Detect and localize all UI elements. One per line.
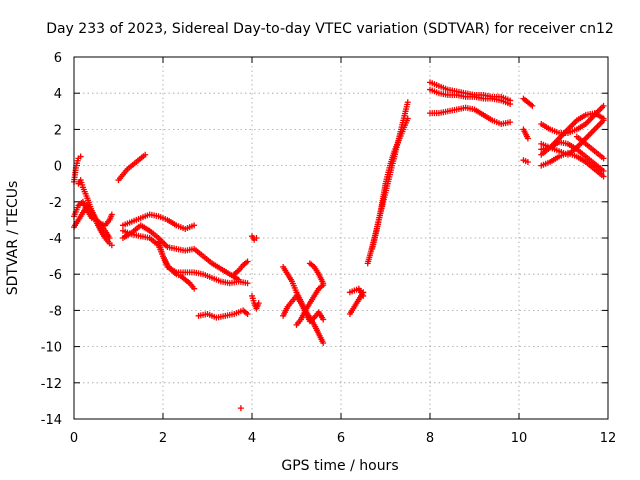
data-point xyxy=(108,211,115,218)
data-point xyxy=(77,153,84,160)
data-point xyxy=(320,316,327,323)
data-point xyxy=(404,115,411,122)
series-e xyxy=(115,151,149,184)
series-v xyxy=(369,115,411,252)
data-point xyxy=(237,405,244,412)
data-point xyxy=(253,235,260,241)
series-af xyxy=(538,139,607,175)
tick-labels: 0 2 4 6 8 10 12 -14 -12 -10 -8 -6 -4 -2 0 2 4 6 xyxy=(41,51,617,446)
y-tick-label: 6 xyxy=(54,51,62,66)
data-point xyxy=(600,168,607,175)
series-i xyxy=(155,238,251,287)
data-point xyxy=(191,285,198,292)
series-q xyxy=(293,282,327,328)
y-tick-label: -4 xyxy=(49,232,62,247)
series-m xyxy=(249,233,260,243)
series-n xyxy=(249,292,262,312)
series-t xyxy=(346,285,367,299)
x-axis-label: GPS time / hours xyxy=(281,458,398,474)
series-ah xyxy=(573,133,607,162)
data-marks xyxy=(71,79,607,412)
series-ab xyxy=(520,157,531,165)
data-point xyxy=(600,155,607,162)
data-point xyxy=(191,222,198,229)
data-point xyxy=(244,280,251,287)
chart-title: Day 233 of 2023, Sidereal Day-to-day VTE… xyxy=(46,21,614,37)
series-d xyxy=(75,177,115,249)
data-point xyxy=(600,173,607,180)
data-point xyxy=(529,102,536,109)
series-x xyxy=(427,86,514,108)
data-point xyxy=(320,280,327,287)
series-ag xyxy=(538,149,607,180)
data-point xyxy=(142,151,149,158)
data-point xyxy=(507,101,514,108)
series-z xyxy=(520,95,536,109)
plot-frame xyxy=(73,56,609,420)
y-tick-label: -2 xyxy=(49,196,62,211)
x-tick-label: 12 xyxy=(600,431,617,446)
series-r xyxy=(306,260,327,287)
data-point xyxy=(320,339,327,346)
x-tick-label: 6 xyxy=(337,431,345,446)
data-point xyxy=(108,242,115,249)
x-tick-label: 0 xyxy=(70,431,78,446)
y-tick-label: 4 xyxy=(54,87,62,102)
series-y xyxy=(427,104,514,127)
series-g xyxy=(119,222,242,283)
y-axis-label: SDTVAR / TECUs xyxy=(5,181,21,296)
series-c xyxy=(71,198,115,229)
data-point xyxy=(524,135,531,142)
data-point xyxy=(255,300,262,307)
data-point xyxy=(524,158,531,165)
data-point xyxy=(244,311,251,318)
x-tick-label: 8 xyxy=(426,431,434,446)
series-f xyxy=(119,211,198,232)
x-tick-label: 2 xyxy=(159,431,167,446)
y-tick-label: -10 xyxy=(41,341,62,356)
x-tick-label: 4 xyxy=(248,431,256,446)
series-k xyxy=(195,307,251,321)
y-tick-label: -8 xyxy=(49,304,62,319)
y-tick-label: -14 xyxy=(41,413,62,428)
series-ac xyxy=(538,102,607,137)
y-tick-label: 0 xyxy=(54,160,62,175)
axis-ticks xyxy=(73,56,609,420)
data-point xyxy=(244,258,251,265)
y-tick-label: -12 xyxy=(41,377,62,392)
data-point xyxy=(404,99,411,106)
data-point xyxy=(507,119,514,126)
series-j xyxy=(231,258,251,278)
series-aa xyxy=(520,126,531,142)
data-point xyxy=(360,292,367,299)
grid-lines xyxy=(74,57,608,419)
y-tick-label: 2 xyxy=(54,123,62,138)
x-tick-label: 10 xyxy=(511,431,528,446)
series-l xyxy=(237,405,244,412)
series-p xyxy=(280,292,327,325)
y-tick-label: -6 xyxy=(49,268,62,283)
data-point xyxy=(600,117,607,124)
data-point xyxy=(600,102,607,109)
